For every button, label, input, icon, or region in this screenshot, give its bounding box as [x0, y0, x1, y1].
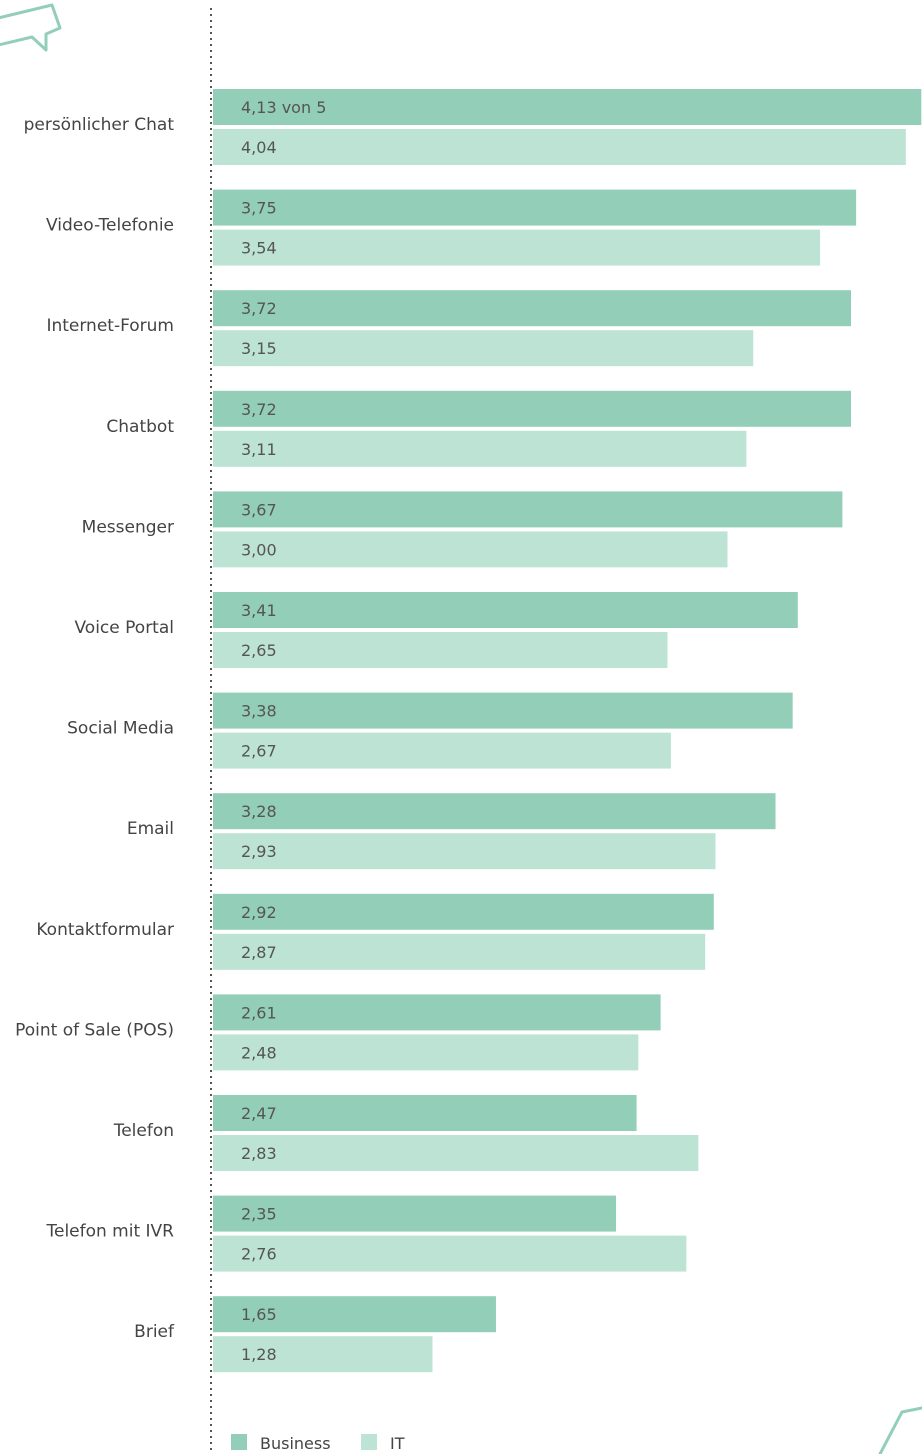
bar-it	[213, 1135, 699, 1171]
category-label: Social Media	[67, 719, 174, 739]
bar-value-label: 1,65	[241, 1305, 277, 1324]
bar-value-label: 3,72	[241, 400, 277, 419]
bar-value-label: 2,87	[241, 943, 277, 962]
bar-value-label: 3,11	[241, 440, 277, 459]
bar-it	[213, 833, 716, 870]
legend-swatch	[231, 1434, 247, 1450]
bar-value-label: 3,00	[241, 540, 277, 559]
bar-business	[213, 390, 851, 427]
bar-it	[213, 1235, 687, 1272]
bar-it	[213, 1336, 433, 1373]
bar-business	[213, 793, 776, 830]
category-label: Voice Portal	[75, 618, 175, 638]
bar-it	[213, 1034, 639, 1071]
bars-group: 4,13 von 5 4,04 3,75 3,54 3,72 3,15 3,72 3,11 3,…	[213, 89, 922, 1373]
bar-it	[213, 430, 747, 467]
category-label: Messenger	[82, 517, 174, 537]
bar-value-label: 3,75	[241, 199, 277, 218]
category-label: Point of Sale (POS)	[15, 1020, 174, 1040]
category-label: Brief	[134, 1322, 175, 1342]
category-labels: persönlicher Chat Video-Telefonie Internet…	[15, 115, 175, 1342]
category-label: Telefon	[113, 1121, 174, 1141]
legend-label: IT	[390, 1434, 405, 1453]
bar-value-label: 2,65	[241, 641, 277, 660]
bar-value-label: 3,67	[241, 500, 277, 519]
bar-value-label: 2,61	[241, 1003, 277, 1022]
bar-business	[213, 893, 714, 930]
bar-it	[213, 129, 906, 165]
bar-value-label: 4,13 von 5	[241, 98, 326, 117]
bar-it	[213, 933, 706, 970]
bar-it	[213, 330, 754, 367]
bar-value-label: 3,72	[241, 299, 277, 318]
bar-it	[213, 632, 668, 668]
bar-business	[213, 592, 798, 628]
bar-value-label: 2,35	[241, 1205, 277, 1224]
legend-swatch	[361, 1434, 377, 1450]
bar-business	[213, 1296, 496, 1333]
category-label: Email	[127, 819, 174, 839]
bar-value-label: 3,15	[241, 339, 277, 358]
bar-value-label: 2,93	[241, 842, 277, 861]
bar-value-label: 2,48	[241, 1043, 277, 1062]
category-label: Telefon mit IVR	[45, 1222, 174, 1242]
bar-value-label: 4,04	[241, 138, 277, 157]
phone-icon	[878, 1406, 922, 1454]
bar-business	[213, 290, 851, 327]
speech-bubble-icon	[0, 3, 62, 52]
bar-value-label: 2,76	[241, 1245, 277, 1264]
bar-value-label: 3,38	[241, 702, 277, 721]
bar-business	[213, 1195, 617, 1232]
bar-value-label: 2,92	[241, 903, 277, 922]
bar-it	[213, 732, 671, 769]
bar-value-label: 2,83	[241, 1144, 277, 1163]
legend-label: Business	[260, 1434, 331, 1453]
bar-business	[213, 692, 793, 729]
category-label: persönlicher Chat	[24, 115, 175, 135]
bar-it	[213, 531, 728, 568]
bar-business	[213, 89, 922, 125]
bar-business	[213, 1095, 637, 1131]
bar-business	[213, 491, 843, 528]
bar-value-label: 1,28	[241, 1345, 277, 1364]
category-label: Chatbot	[106, 417, 174, 437]
category-label: Kontaktformular	[36, 920, 174, 940]
category-label: Internet-Forum	[46, 316, 174, 336]
bar-business	[213, 994, 661, 1031]
bar-value-label: 2,47	[241, 1104, 277, 1123]
bar-value-label: 3,28	[241, 802, 277, 821]
bar-value-label: 2,67	[241, 742, 277, 761]
bar-value-label: 3,54	[241, 239, 277, 258]
legend: Business IT	[231, 1434, 405, 1453]
bar-value-label: 3,41	[241, 601, 277, 620]
category-label: Video-Telefonie	[46, 216, 174, 236]
bar-business	[213, 189, 857, 226]
bar-it	[213, 229, 821, 266]
